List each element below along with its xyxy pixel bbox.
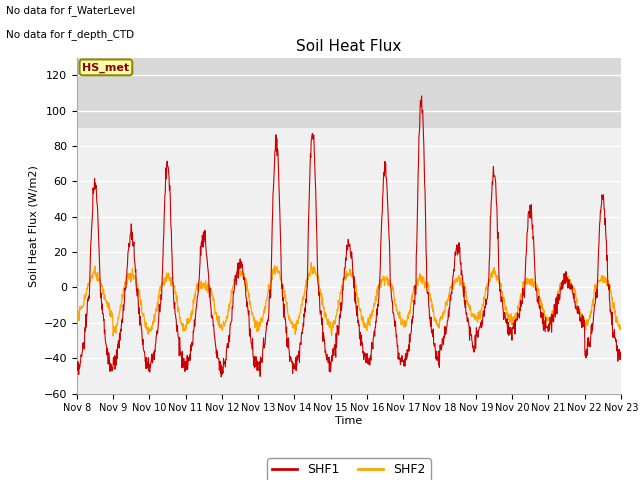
Line: SHF1: SHF1	[77, 96, 621, 377]
Bar	[77, 58, 621, 128]
SHF1	[418, 93, 426, 99]
SHF2	[255, 324, 263, 329]
SHF1	[505, 333, 513, 338]
Line: SHF2: SHF2	[77, 263, 621, 336]
Title: Soil Heat Flux: Soil Heat Flux	[296, 39, 401, 54]
SHF1	[73, 362, 81, 368]
Text: No data for f_depth_CTD: No data for f_depth_CTD	[6, 29, 134, 40]
SHF1	[194, 293, 202, 299]
SHF2	[181, 325, 189, 331]
SHF2	[307, 260, 315, 265]
SHF1	[180, 361, 188, 367]
SHF2	[434, 321, 442, 327]
SHF1	[218, 374, 225, 380]
SHF1	[434, 356, 442, 362]
Y-axis label: Soil Heat Flux (W/m2): Soil Heat Flux (W/m2)	[28, 165, 38, 287]
Text: HS_met: HS_met	[83, 62, 129, 72]
Text: No data for f_WaterLevel: No data for f_WaterLevel	[6, 5, 136, 16]
SHF1	[553, 311, 561, 317]
Legend: SHF1, SHF2: SHF1, SHF2	[267, 458, 431, 480]
SHF2	[73, 311, 81, 316]
SHF2	[109, 333, 117, 339]
SHF2	[505, 311, 513, 317]
SHF1	[255, 368, 263, 373]
SHF1	[617, 354, 625, 360]
SHF2	[553, 295, 561, 301]
X-axis label: Time: Time	[335, 416, 362, 426]
SHF2	[195, 284, 202, 290]
SHF2	[617, 324, 625, 330]
